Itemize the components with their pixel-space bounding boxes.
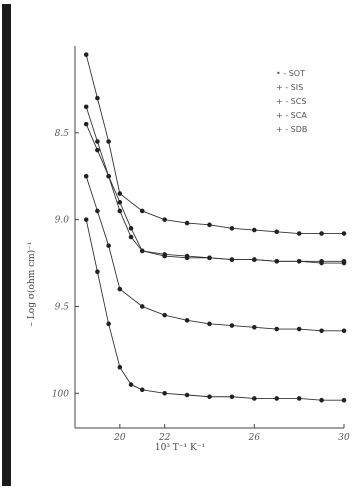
data-point xyxy=(274,326,280,332)
series-line xyxy=(85,176,344,332)
data-point xyxy=(229,226,235,231)
legend: • - SOT + - SIS + - SCS + - SCA + - SDB xyxy=(276,69,307,134)
data-point xyxy=(207,255,212,261)
series-sdb xyxy=(83,217,347,403)
data-point xyxy=(83,217,89,222)
data-point xyxy=(117,191,123,196)
data-point xyxy=(274,259,280,264)
x-tick-label: 20 xyxy=(113,433,126,443)
data-point xyxy=(207,222,212,228)
data-point xyxy=(229,257,235,262)
data-point xyxy=(296,231,302,236)
data-point xyxy=(95,95,100,101)
data-point xyxy=(128,382,134,387)
data-point xyxy=(184,318,190,323)
series-line xyxy=(85,219,344,401)
data-point xyxy=(106,173,111,179)
data-point xyxy=(341,328,347,334)
scan-border xyxy=(2,4,11,486)
data-point xyxy=(162,312,167,318)
data-point xyxy=(139,208,145,214)
data-point xyxy=(296,396,302,401)
data-point xyxy=(229,394,235,400)
series-scs xyxy=(83,121,347,264)
data-point xyxy=(252,396,257,401)
series-group xyxy=(83,52,347,403)
data-point xyxy=(319,259,324,264)
x-tick-label: 26 xyxy=(248,433,261,443)
series-sca xyxy=(83,173,347,334)
data-point xyxy=(274,229,280,235)
data-point xyxy=(296,326,302,332)
data-point xyxy=(274,396,280,401)
y-axis-title: – Log σ(ohm cm)⁻¹ xyxy=(26,241,37,326)
data-point xyxy=(95,139,100,144)
data-point xyxy=(106,139,111,144)
data-point xyxy=(83,104,89,110)
data-point xyxy=(319,397,324,403)
data-point xyxy=(162,253,167,259)
data-point xyxy=(139,304,145,309)
data-point xyxy=(184,220,190,226)
data-point xyxy=(341,231,347,236)
data-point xyxy=(184,392,190,398)
legend-entry: + - SIS xyxy=(276,83,303,92)
x-axis-title: 10³ T⁻¹ K⁻¹ xyxy=(155,443,205,453)
data-point xyxy=(252,257,257,262)
y-tick-label: 9.5 xyxy=(55,302,70,312)
series-sot xyxy=(83,52,347,236)
legend-entry: • - SOT xyxy=(276,69,305,78)
legend-entry: + - SDB xyxy=(276,125,307,134)
series-line xyxy=(85,54,344,234)
y-tick-label: 8.5 xyxy=(55,129,70,139)
y-tick-label: 100 xyxy=(52,389,69,399)
legend-entry: + - SCA xyxy=(276,111,307,120)
data-point xyxy=(207,321,212,327)
data-point xyxy=(128,226,134,231)
x-tick-label: 30 xyxy=(338,433,350,443)
data-point xyxy=(139,248,145,254)
data-point xyxy=(162,217,167,222)
data-point xyxy=(95,147,100,153)
legend-entry: + - SCS xyxy=(276,97,306,106)
data-point xyxy=(162,390,167,396)
data-point xyxy=(229,323,235,328)
y-ticks: 8.5 9.0 9.5 100 xyxy=(52,129,79,399)
data-point xyxy=(128,234,134,240)
data-point xyxy=(252,324,257,330)
data-point xyxy=(83,121,89,127)
data-point xyxy=(319,328,324,334)
data-point xyxy=(95,269,100,275)
data-point xyxy=(83,52,89,57)
data-point xyxy=(296,259,302,264)
y-tick-label: 9.0 xyxy=(55,216,70,226)
data-point xyxy=(341,397,347,403)
data-point xyxy=(319,231,324,236)
data-point xyxy=(207,394,212,400)
data-point xyxy=(95,208,100,214)
data-point xyxy=(117,286,123,292)
data-point xyxy=(184,255,190,261)
data-point xyxy=(106,321,111,327)
x-ticks: 20 22 26 30 xyxy=(113,424,350,443)
data-point xyxy=(83,173,89,179)
data-point xyxy=(252,227,257,233)
data-point xyxy=(117,208,123,214)
data-point xyxy=(139,387,145,393)
x-tick-label: 22 xyxy=(158,433,171,443)
series-line xyxy=(85,123,344,262)
data-point xyxy=(341,259,347,264)
data-point xyxy=(117,364,123,370)
data-point xyxy=(106,243,111,248)
data-point xyxy=(117,199,123,205)
